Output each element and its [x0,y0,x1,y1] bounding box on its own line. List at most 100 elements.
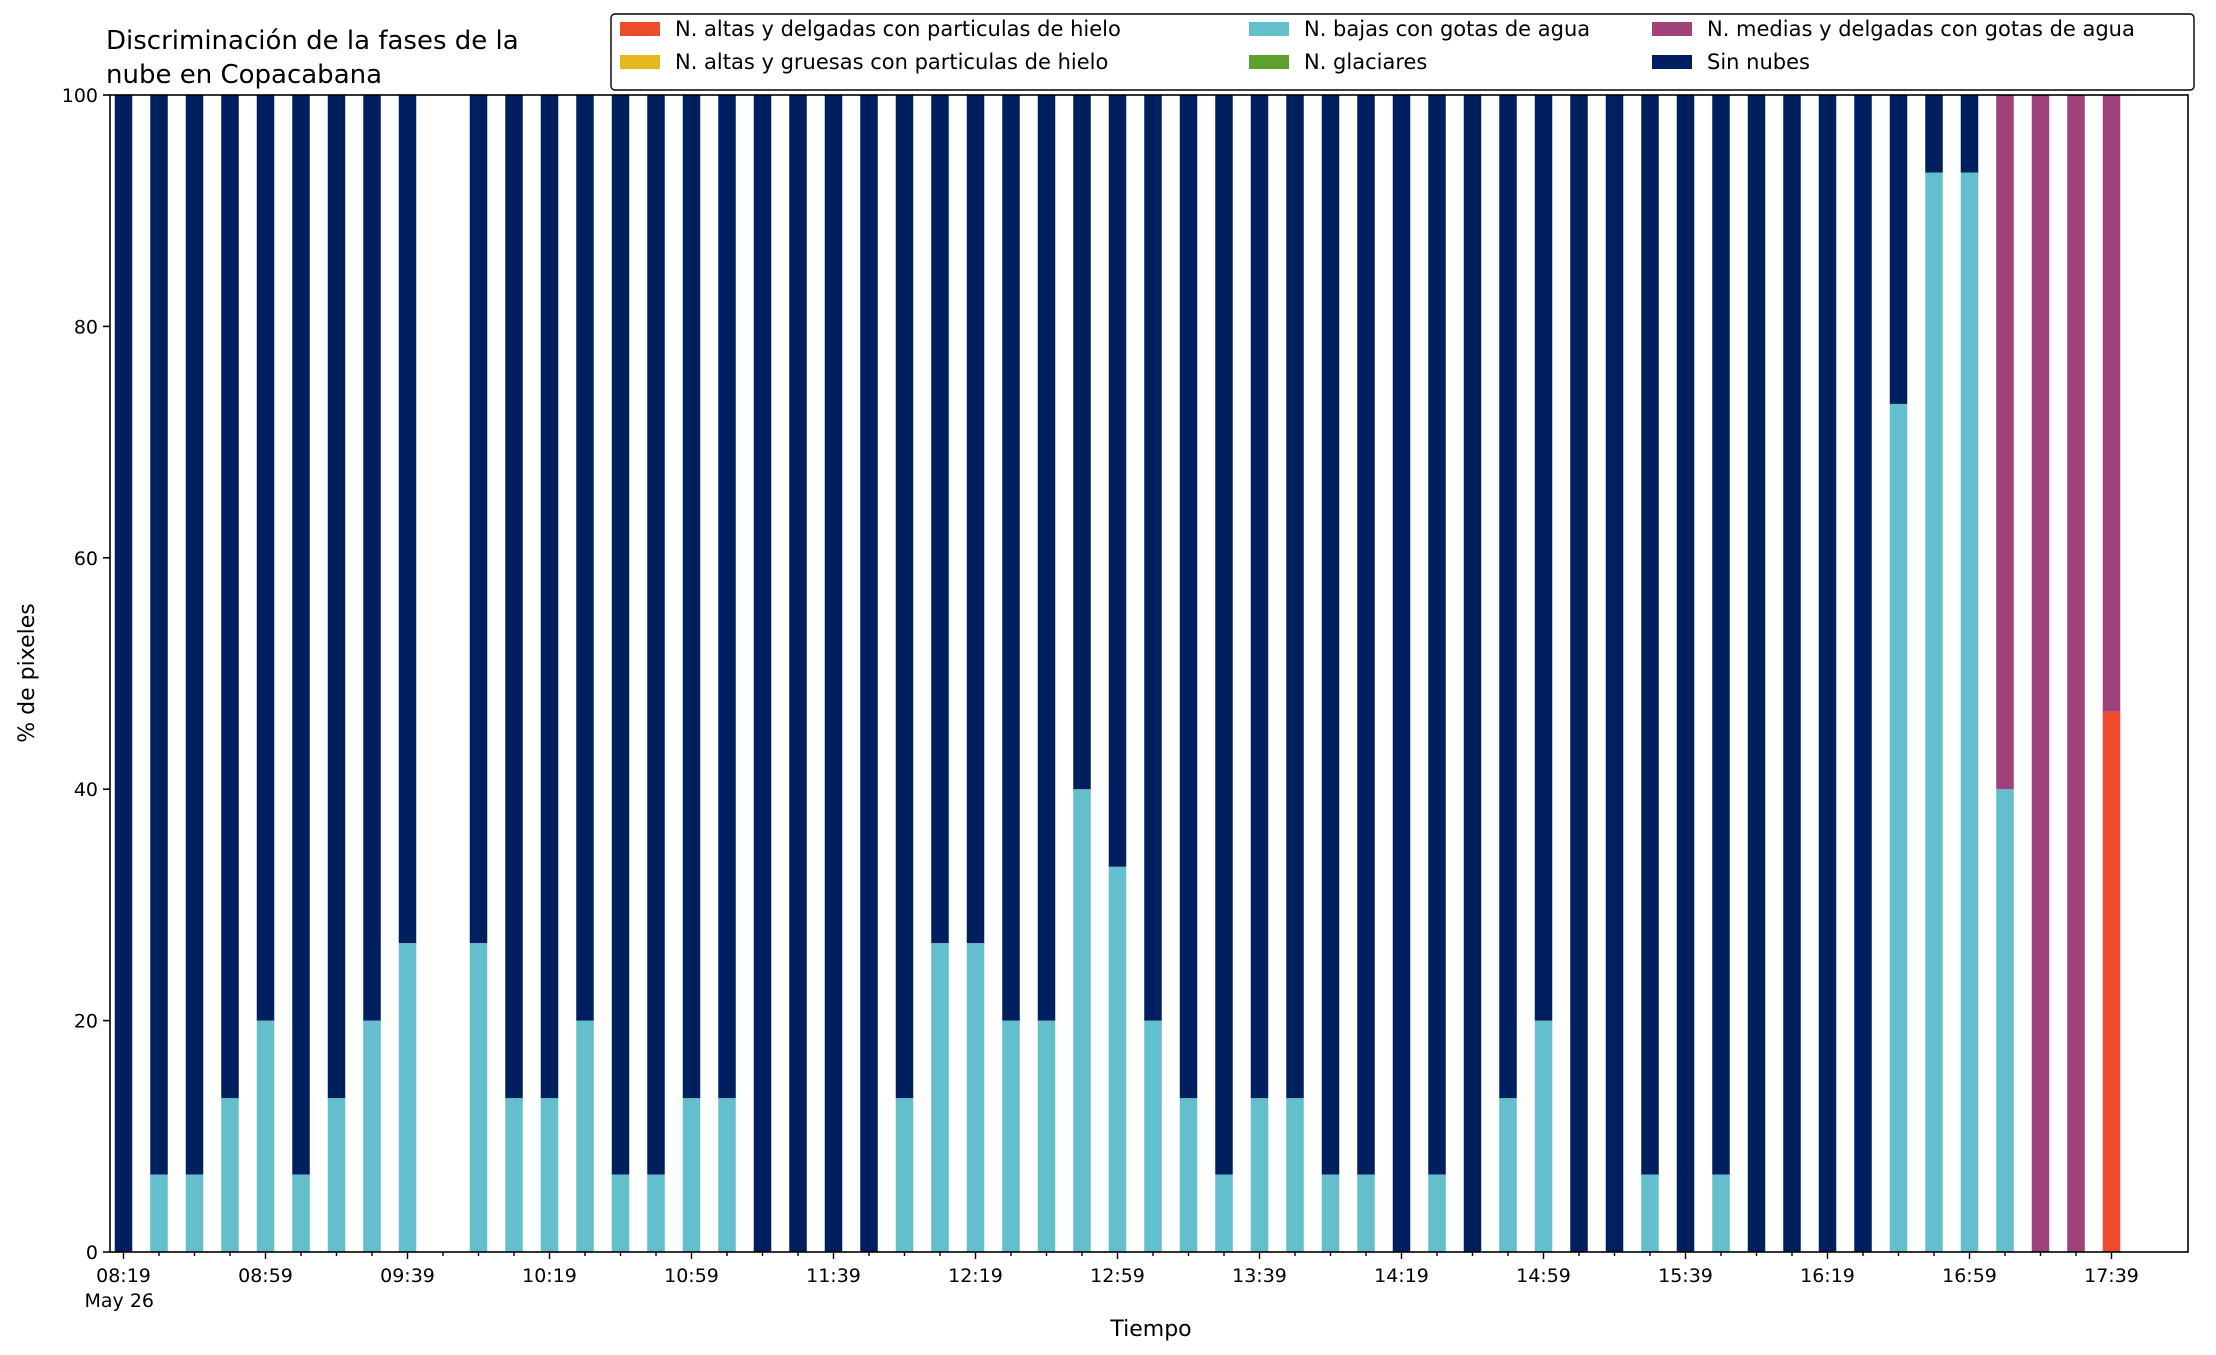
bar-low_water-1019 [540,1098,559,1252]
legend-box [610,13,2195,91]
x-tick-label: 16:59 [1942,1265,1997,1287]
bar-clear-1209 [931,95,949,944]
bar-clear-1439 [1463,95,1482,1252]
bar-low_water-0829 [150,1174,168,1252]
x-tick-label: 10:59 [664,1265,719,1287]
x-tick-label: 14:19 [1374,1265,1429,1287]
bar-clear-1409 [1357,95,1375,1175]
bar-clear-0909 [292,95,310,1175]
bar-clear-0829 [150,95,168,1175]
bar-clear-1639 [1889,95,1908,404]
bar-ice_thin-1739 [2102,711,2121,1252]
bar-low_water-1349 [1286,1098,1304,1252]
bar-low_water-1109 [718,1098,736,1252]
bar-clear-1009 [505,95,523,1099]
bar-low_water-1429 [1428,1174,1446,1252]
bar-low_water-0859 [256,1020,275,1252]
bar-clear-1129 [789,95,807,1252]
legend-label-ice_thick: N. altas y gruesas con particulas de hie… [675,50,1108,74]
bar-low_water-1209 [931,943,949,1252]
bar-clear-1339 [1250,95,1269,1099]
y-tick-label: 100 [62,85,98,107]
bar-clear-1429 [1428,95,1446,1175]
bar-low_water-1409 [1357,1174,1375,1252]
bar-low_water-1329 [1215,1174,1233,1252]
bar-clear-1119 [753,95,772,1252]
bar-low_water-1649 [1925,172,1943,1252]
bar-clear-1349 [1286,95,1304,1099]
bar-low_water-1049 [647,1174,665,1252]
bar-clear-0959 [469,95,488,944]
bar-clear-1629 [1854,95,1872,1252]
bar-clear-1259 [1108,95,1127,867]
bar-clear-1359 [1321,95,1340,1175]
bar-clear-1549 [1712,95,1730,1175]
legend-swatch-ice_thick [620,55,660,69]
bar-clear-0859 [256,95,275,1021]
legend-label-mid_water: N. medias y delgadas con gotas de agua [1707,17,2135,41]
bar-low_water-1009 [505,1098,523,1252]
bar-low_water-0959 [469,943,488,1252]
bar-clear-1239 [1037,95,1056,1021]
y-axis-label: % de pixeles [15,603,40,742]
bar-clear-1139 [824,95,843,1252]
x-tick-label: 08:19 [96,1265,151,1287]
bar-low_water-1339 [1250,1098,1269,1252]
legend-swatch-glacier [1249,55,1289,69]
bar-clear-1019 [540,95,559,1099]
y-tick-label: 20 [74,1011,98,1033]
x-axis: 08:19 08:59 09:39 10:19 10:59 11:39 12:19 12:59… [85,1252,2139,1312]
y-tick-label: 40 [74,779,98,801]
legend-label-glacier: N. glaciares [1304,50,1427,74]
x-tick-label: 10:19 [522,1265,577,1287]
bar-low_water-0939 [398,943,417,1252]
x-tick-label: 15:39 [1658,1265,1713,1287]
bar-clear-1249 [1073,95,1091,790]
x-tick-label: 08:59 [238,1265,293,1287]
bar-clear-1519 [1605,95,1624,1252]
legend-swatch-clear [1652,55,1692,69]
bar-low_water-1219 [966,943,985,1252]
bar-clear-0939 [398,95,417,944]
legend-label-clear: Sin nubes [1707,50,1810,74]
x-tick-label: 14:59 [1516,1265,1571,1287]
bar-low_water-1059 [682,1098,701,1252]
bar-clear-1449 [1499,95,1517,1099]
bar-low_water-1659 [1960,172,1979,1252]
y-tick-label: 60 [74,548,98,570]
bar-clear-1059 [682,95,701,1099]
bar-low_water-1259 [1108,866,1127,1252]
x-tick-label: 11:39 [806,1265,861,1287]
bar-low_water-0839 [185,1174,204,1252]
x-tick-label: 13:39 [1232,1265,1287,1287]
bar-low_water-0929 [363,1020,381,1252]
bar-clear-1219 [966,95,985,944]
bar-low_water-1029 [576,1020,594,1252]
chart-title-line-2: nube en Copacabana [106,60,382,90]
x-tick-label: 17:39 [2084,1265,2139,1287]
y-tick-label: 0 [86,1242,98,1264]
bar-clear-1659 [1960,95,1979,173]
bar-clear-1609 [1783,95,1801,1252]
bar-low_water-1159 [895,1098,914,1252]
bar-clear-1159 [895,95,914,1099]
x-tick-label: 12:19 [948,1265,1003,1287]
bar-clear-0929 [363,95,381,1021]
bar-series-group [114,95,2121,1252]
bar-low_water-1309 [1144,1020,1162,1252]
x-tick-label: 09:39 [380,1265,435,1287]
x-tick-sublabel: May 26 [85,1290,155,1312]
bar-clear-1229 [1002,95,1020,1021]
bar-low_water-1229 [1002,1020,1020,1252]
bar-low_water-1529 [1641,1174,1659,1252]
bar-mid_water-1719 [2031,95,2050,1252]
bar-clear-1029 [576,95,594,1021]
chart-title: Discriminación de la fases de la nube en… [106,26,527,90]
plot-frame [109,94,2189,1253]
bar-clear-1559 [1747,95,1766,1252]
bar-clear-1049 [647,95,665,1175]
legend-swatch-mid_water [1652,22,1692,36]
bar-low_water-1039 [611,1174,630,1252]
x-tick-label: 16:19 [1800,1265,1855,1287]
